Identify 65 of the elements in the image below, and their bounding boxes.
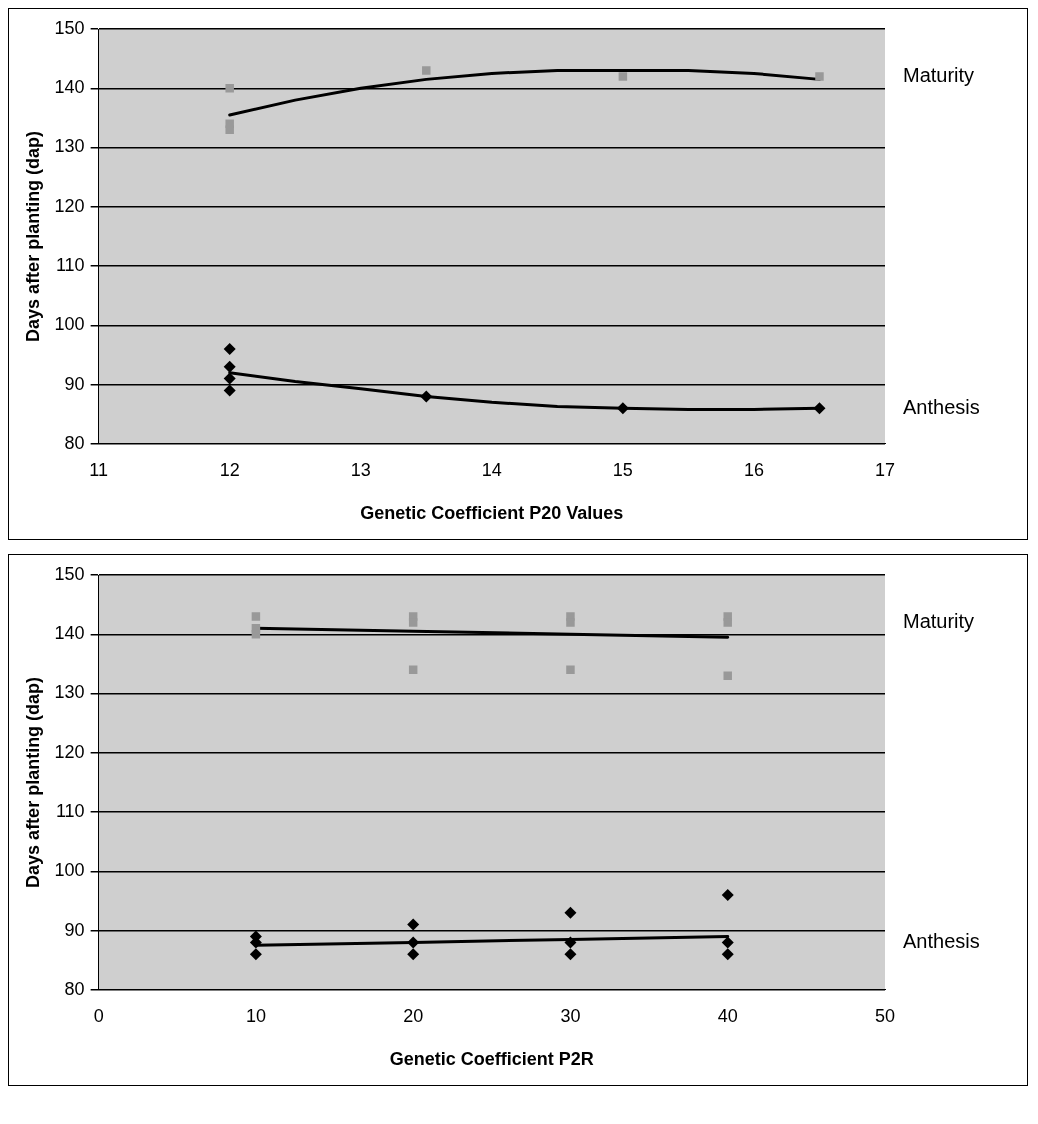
point	[422, 66, 431, 75]
point	[225, 84, 234, 93]
point	[721, 936, 734, 949]
x-axis-title: Genetic Coefficient P20 Values	[360, 503, 624, 524]
y-tick-label: 110	[55, 255, 85, 275]
y-tick-label: 140	[54, 623, 85, 644]
point	[723, 671, 732, 680]
point	[251, 612, 261, 621]
x-tick-label: 17	[874, 459, 896, 480]
point	[408, 618, 418, 627]
point	[723, 618, 732, 627]
y-tick-label: 140	[54, 77, 85, 98]
point	[564, 906, 577, 919]
point	[223, 384, 236, 397]
x-tick-label: 15	[612, 459, 633, 480]
point	[815, 72, 824, 81]
point	[566, 665, 575, 675]
y-tick-label: 90	[64, 373, 85, 394]
y-tick-label: 130	[54, 136, 85, 157]
y-axis-title: Days after planting (dap)	[22, 130, 43, 342]
point	[407, 948, 420, 961]
y-tick-label: 150	[54, 563, 85, 584]
text: Maturity	[903, 609, 975, 632]
x-tick-label: 10	[245, 1005, 266, 1026]
x-tick-label: 0	[93, 1005, 104, 1026]
point	[249, 948, 262, 961]
point	[223, 360, 236, 373]
y-tick-label: 90	[64, 919, 85, 940]
x-tick-label: 11	[89, 459, 108, 480]
point	[251, 630, 261, 639]
point	[225, 125, 234, 134]
y-tick-label: 100	[54, 860, 85, 881]
y-tick-label: 130	[54, 682, 85, 703]
x-tick-label: 50	[874, 1005, 896, 1026]
point	[564, 936, 577, 949]
point	[407, 918, 420, 931]
y-axis-title: Days after planting (dap)	[22, 676, 43, 888]
x-tick-label: 40	[717, 1005, 738, 1026]
text: Maturity	[903, 63, 975, 86]
text: Anthesis	[903, 929, 980, 952]
text: Anthesis	[903, 395, 980, 418]
point	[813, 402, 826, 415]
x-tick-label: 13	[350, 459, 371, 480]
point	[721, 948, 734, 961]
y-tick-label: 120	[54, 195, 85, 216]
point	[223, 372, 236, 385]
x-tick-label: 14	[481, 459, 502, 480]
point	[721, 888, 734, 901]
point	[223, 342, 236, 355]
x-axis-title: Genetic Coefficient P2R	[389, 1049, 594, 1070]
y-tick-label: 80	[64, 432, 85, 453]
y-tick-label: 110	[55, 801, 85, 821]
point	[566, 618, 575, 627]
x-tick-label: 12	[219, 459, 240, 480]
y-tick-label: 150	[54, 17, 85, 38]
point	[420, 390, 433, 403]
point	[618, 72, 628, 81]
point	[616, 402, 629, 415]
y-tick-label: 100	[54, 314, 85, 335]
point	[564, 948, 577, 961]
y-tick-label: 80	[64, 978, 85, 999]
x-tick-label: 30	[560, 1005, 581, 1026]
x-tick-label: 20	[403, 1005, 424, 1026]
x-tick-label: 16	[743, 459, 764, 480]
y-tick-label: 120	[54, 741, 85, 762]
